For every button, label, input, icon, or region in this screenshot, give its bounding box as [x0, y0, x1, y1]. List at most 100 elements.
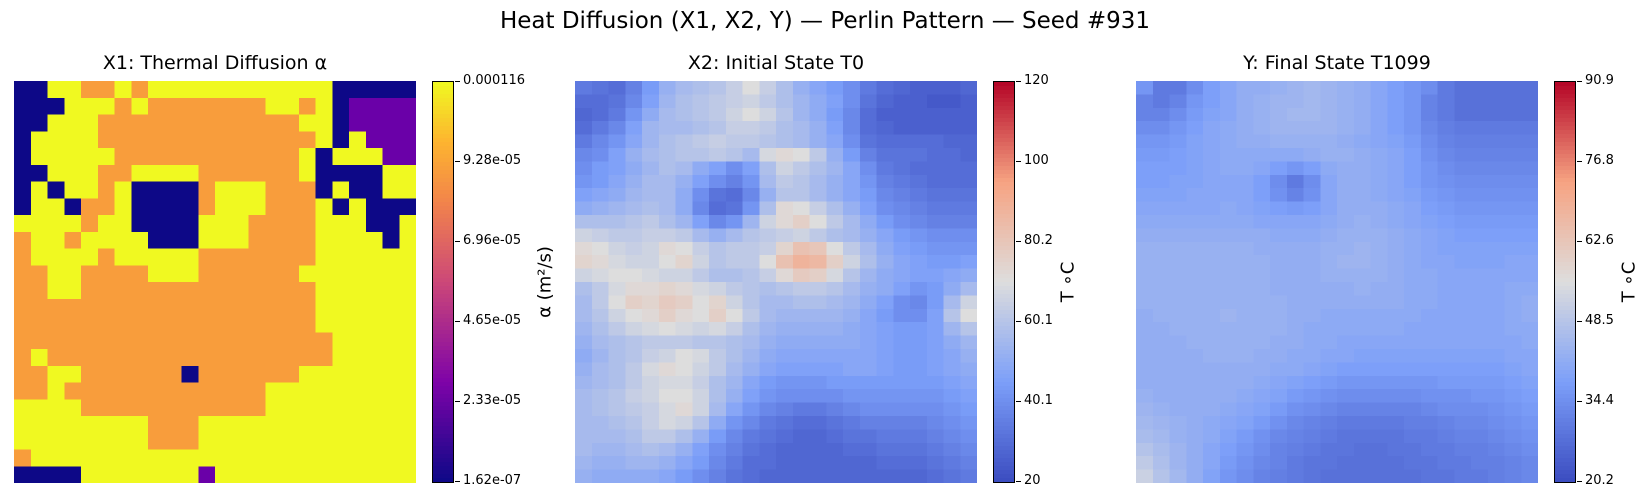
heatmap-cell — [114, 382, 132, 400]
heatmap-cell — [1454, 362, 1472, 377]
colorbar-segment — [1555, 406, 1575, 411]
heatmap-cell — [1504, 375, 1522, 390]
heatmap-cell — [1337, 268, 1355, 283]
colorbar-segment — [433, 162, 453, 167]
heatmap-cell — [198, 131, 216, 149]
heatmap-cell — [1387, 201, 1405, 216]
heatmap-cell — [1270, 161, 1288, 176]
heatmap-cell — [265, 215, 283, 233]
heatmap-cell — [315, 231, 333, 250]
heatmap-cell — [1504, 429, 1522, 444]
heatmap-cell — [1152, 349, 1171, 363]
colorbar-segment — [433, 98, 453, 103]
heatmap-cell — [625, 389, 643, 404]
heatmap-cell — [81, 131, 99, 149]
colorbar-segment — [433, 178, 453, 183]
heatmap-cell — [382, 198, 400, 216]
heatmap-cell — [792, 174, 811, 189]
heatmap-cell — [1504, 255, 1522, 270]
heatmap-cell — [181, 282, 199, 300]
heatmap-cell — [382, 349, 400, 367]
heatmap-cell — [131, 416, 149, 434]
colorbar-segment — [1555, 242, 1575, 247]
heatmap-cell — [164, 148, 183, 166]
heatmap-cell — [625, 349, 643, 363]
heatmap-cell — [910, 349, 928, 363]
heatmap-cell — [658, 107, 677, 122]
heatmap-cell — [658, 94, 677, 109]
heatmap-cell — [298, 298, 317, 317]
heatmap-cell — [843, 121, 861, 136]
heatmap-cell — [1420, 308, 1439, 323]
colorbar-segment — [1555, 230, 1575, 235]
colorbar-segment — [994, 314, 1014, 319]
colorbar-segment — [1555, 454, 1575, 459]
heatmap-cell — [591, 429, 610, 444]
heatmap-cell — [859, 161, 878, 176]
heatmap-cell — [131, 466, 149, 483]
heatmap-cell — [1370, 442, 1388, 457]
heatmap-cell — [215, 114, 233, 132]
heatmap-cell — [215, 215, 233, 233]
heatmap-cell — [148, 231, 166, 250]
heatmap-cell — [30, 399, 49, 417]
heatmap-cell — [926, 134, 945, 149]
heatmap-cell — [1320, 161, 1338, 176]
heatmap-cell — [1253, 416, 1271, 430]
heatmap-cell — [960, 429, 977, 444]
heatmap-cell — [658, 188, 677, 203]
colorbar-segment — [433, 194, 453, 199]
heatmap-cell — [591, 268, 610, 283]
heatmap-cell — [1404, 349, 1422, 363]
heatmap-cell — [1370, 362, 1388, 377]
heatmap-cell — [298, 416, 317, 434]
heatmap-cell — [625, 174, 643, 189]
heatmap-cell — [1471, 295, 1489, 310]
heatmap-cell — [893, 228, 911, 243]
colorbar-segment — [994, 262, 1014, 267]
colorbar-segment — [433, 262, 453, 267]
heatmap-cell — [1487, 161, 1506, 176]
heatmap-cell — [910, 308, 928, 323]
heatmap-cell — [399, 382, 416, 400]
colorbar-segment — [994, 82, 1014, 87]
heatmap-cell — [876, 442, 894, 457]
heatmap-cell — [826, 362, 844, 377]
heatmap-cell — [97, 81, 116, 99]
colorbar-segment — [994, 350, 1014, 355]
colorbar-segment — [1555, 282, 1575, 287]
heatmap-cell — [725, 268, 744, 283]
colorbar-segment — [994, 170, 1014, 175]
heatmap-cell — [298, 114, 317, 132]
heatmap-cell — [608, 201, 626, 216]
heatmap-cell — [675, 94, 693, 109]
heatmap-cell — [642, 402, 660, 417]
heatmap-cell — [709, 148, 727, 162]
colorbar-segment — [994, 302, 1014, 307]
heatmap-cell — [926, 308, 945, 323]
heatmap-cell — [231, 315, 250, 333]
heatmap-cell — [1320, 148, 1338, 162]
heatmap-cell — [692, 416, 710, 430]
heatmap-cell — [181, 349, 199, 367]
heatmap-cell — [1404, 442, 1422, 457]
heatmap-cell — [692, 375, 710, 390]
heatmap-cell — [608, 188, 626, 203]
heatmap-cell — [1387, 295, 1405, 310]
heatmap-cell — [893, 335, 911, 350]
heatmap-cell — [692, 268, 710, 283]
heatmap-cell — [47, 114, 65, 132]
heatmap-cell — [910, 402, 928, 417]
heatmap-cell — [1253, 375, 1271, 390]
heatmap-cell — [1387, 389, 1405, 404]
heatmap-cell — [332, 148, 350, 166]
heatmap-cell — [943, 375, 961, 390]
heatmap-cell — [642, 161, 660, 176]
heatmap-cell — [575, 241, 593, 256]
heatmap-cell — [332, 432, 350, 451]
heatmap-cell — [692, 81, 710, 95]
heatmap-cell — [265, 298, 283, 317]
heatmap-cell — [1136, 161, 1154, 176]
heatmap-cell — [1437, 174, 1455, 189]
heatmap-cell — [1471, 416, 1489, 430]
